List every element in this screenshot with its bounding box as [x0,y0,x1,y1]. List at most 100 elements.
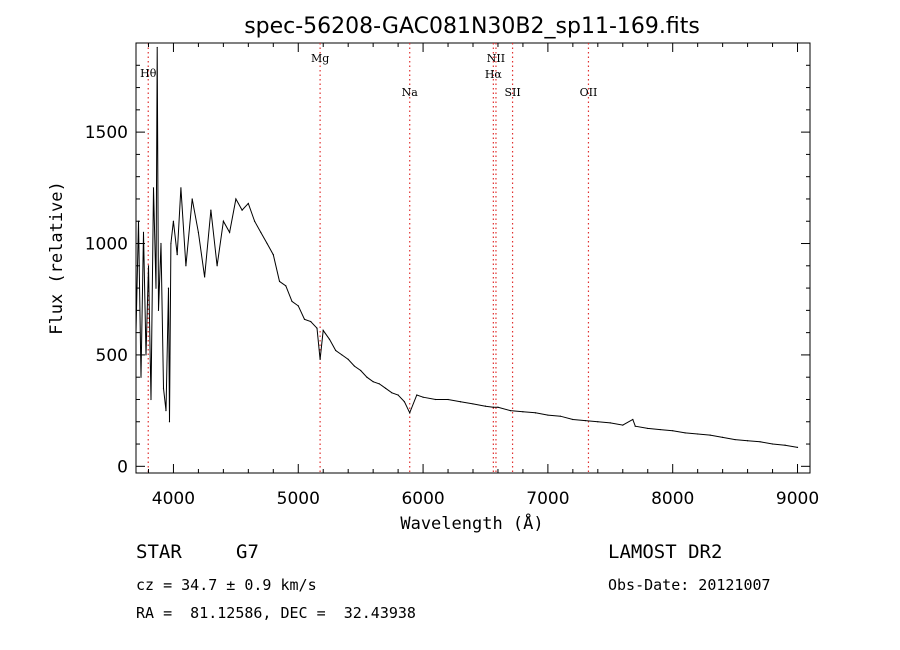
spectrum-point [152,187,155,189]
y-tick-label: 500 [96,346,128,366]
spectrum-point [150,398,152,401]
x-tick-label: 7000 [526,489,569,509]
spectrum-point [222,220,224,222]
spectrum-point [176,254,178,256]
spectrum-point [216,265,218,267]
spectrum-point [771,443,774,445]
spectrum-point [235,198,237,200]
spectrum-point [378,383,380,385]
x-tick-label: 5000 [277,489,320,509]
spectrum-point [191,198,193,200]
spectrum-point [697,433,699,435]
spectrum-point [253,220,256,222]
chart-title: spec-56208-GAC081N30B2_sp11-169.fits [244,14,700,39]
spectrum-point [353,365,356,367]
spectrum-point [759,441,761,443]
y-tick-label: 1000 [85,235,128,255]
spectrum-point [597,421,599,423]
spectrum-point [185,265,187,267]
spectrum-point [366,376,368,378]
x-tick-label: 6000 [401,489,444,509]
plot-frame [135,42,811,474]
spectral-line-label: Mg [311,52,329,65]
spectrum-point [547,414,549,416]
object-class: STAR [136,541,182,563]
obs-date-text: Obs-Date: 20121007 [608,576,771,594]
survey-name: LAMOST DR2 [608,541,723,563]
spectral-line-label: NII [487,52,505,65]
spectrum-point [522,411,524,413]
spectrum-point [172,220,175,222]
spectrum-point [416,394,418,396]
spectrum-point [319,358,321,360]
spectrum-point [291,300,293,303]
spectrum-point [709,434,711,436]
spectrum-point [147,265,150,267]
spectrum-point [170,242,172,245]
spectrum-point [784,444,786,446]
spectrum-point [672,430,674,432]
spectrum-point [322,329,324,332]
spectrum-point [647,427,649,430]
spectrum-point [145,354,147,356]
spectral-line-label: SII [504,86,520,99]
spectrum-point [210,209,212,211]
spectral-line-label: OII [580,86,598,99]
spectrum-point [746,440,749,442]
axis-ticks: 4000 5000 6000 7000 8000 9000 0 500 1000 1500 [85,43,819,509]
spectral-line-label: Na [402,86,419,99]
spectrum-point [247,202,249,205]
spectrum-point [734,438,736,441]
spectrum-point [204,276,206,278]
spectrum-point [434,398,437,401]
spectrum-point [162,387,165,389]
spectrum-point [140,376,142,378]
spectrum-point [310,320,312,323]
x-tick-label: 8000 [651,489,694,509]
spectrum-point [142,231,145,233]
spectrum-point [385,387,387,389]
spectrum-point [559,415,561,417]
x-tick-label: 9000 [776,489,819,509]
redshift-text: cz = 34.7 ± 0.9 km/s [136,576,317,594]
y-tick-label: 0 [117,457,128,477]
spectrum-point [472,403,474,405]
spectrum-point [156,46,158,49]
spectrum-point [229,231,231,233]
spectrum-point [634,425,636,427]
spectral-line-label: Hα [485,68,503,81]
spectrum-series [135,46,799,448]
spectrum-point [572,418,574,421]
spectrum-point [168,421,171,423]
spectrum-point [409,412,411,414]
spectrum-point [160,242,162,245]
object-subclass: G7 [236,541,259,563]
spectrum-point [272,254,274,256]
spectrum-point [497,406,499,408]
spectrum-point [484,405,487,407]
spectrum-point [796,446,799,448]
spectrum-point [335,349,337,352]
spectrum-point [397,394,399,396]
spectrum-point [341,354,343,356]
spectrum-point [347,358,349,360]
spectrum-point [372,381,374,383]
spectrum-point [316,327,318,329]
spectrum-point [422,396,424,398]
spectrum-point [622,424,624,426]
spectrum-point [197,231,200,233]
spectral-line-label: Hθ [140,67,157,80]
spectrum-point [241,209,243,211]
spectrum-point [260,231,262,233]
spectrum-point [155,287,157,289]
spectrum-point [266,242,268,245]
coordinates-text: RA = 81.12586, DEC = 32.43938 [136,604,416,622]
spectrum-point [447,398,449,401]
spectrum-point [285,285,287,287]
spectrum-point [459,401,462,403]
spectrum-point [328,338,331,340]
spectrum-point [278,280,281,282]
y-axis-label: Flux (relative) [47,181,67,335]
y-tick-label: 1500 [85,123,128,143]
